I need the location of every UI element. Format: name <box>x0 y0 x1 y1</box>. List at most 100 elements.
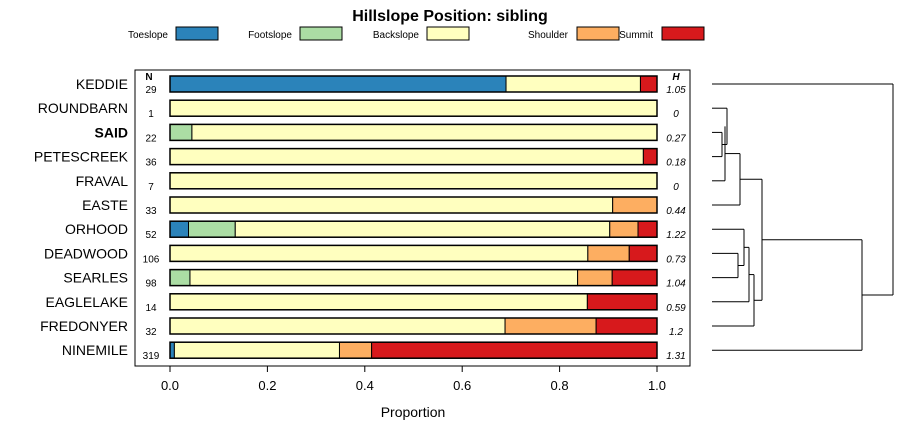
row-n-value: 22 <box>145 133 157 144</box>
bar-outline <box>169 123 658 142</box>
bar-segment-shoulder <box>612 196 658 214</box>
bar-outline <box>169 268 658 287</box>
x-tick-label: 1.0 <box>648 378 666 393</box>
bar-segment-summit <box>628 244 658 262</box>
bar-segment-footslope <box>188 220 236 238</box>
x-axis: 0.0 0.2 0.4 0.6 0.8 1.0 <box>161 366 666 393</box>
row-n-value: 1 <box>148 109 154 120</box>
bar-outline <box>169 147 658 166</box>
row-h-value: 0.73 <box>666 254 686 265</box>
bar-segment-footslope <box>169 269 191 287</box>
bar-rows: KEDDIE 29 1.05 ROUNDBARN 1 0 SAID 22 0.27 PETESCR… <box>34 75 686 362</box>
row-n-value: 14 <box>145 303 157 314</box>
row-n-value: 7 <box>148 182 154 193</box>
bar-segment-backslope <box>169 148 644 166</box>
bar-segment-backslope <box>169 99 658 117</box>
legend-label-toeslope: Toeslope <box>128 30 168 41</box>
dendrogram <box>712 83 894 351</box>
bar-segment-backslope <box>191 123 658 141</box>
bar-segment-shoulder <box>338 341 373 359</box>
row-h-value: 1.22 <box>666 230 686 241</box>
row-label: SAID <box>95 124 128 140</box>
row-roundbarn: ROUNDBARN 1 0 <box>38 99 679 120</box>
row-ninemile: NINEMILE 319 1.31 <box>62 341 686 362</box>
bar-segment-backslope <box>234 220 611 238</box>
row-searles: SEARLES 98 1.04 <box>63 268 686 290</box>
bar-segment-summit <box>642 148 658 166</box>
bar-segment-footslope <box>169 123 193 141</box>
row-label: PETESCREEK <box>34 149 129 165</box>
bar-segment-shoulder <box>504 317 597 335</box>
row-n-value: 33 <box>145 206 157 217</box>
bar-segment-backslope <box>169 196 614 214</box>
row-n-value: 106 <box>143 254 160 265</box>
row-label: ORHOOD <box>65 221 128 237</box>
bar-outline <box>169 293 658 311</box>
bar-segment-summit <box>371 341 658 359</box>
bar-outline <box>169 99 658 117</box>
bar-segment-backslope <box>173 341 340 359</box>
bar-outline <box>169 75 658 93</box>
bar-outline <box>169 341 658 359</box>
row-label: EAGLELAKE <box>46 294 129 310</box>
bar-segment-shoulder <box>587 244 630 262</box>
row-n-value: 29 <box>145 85 157 96</box>
bar-segment-shoulder <box>609 220 639 238</box>
legend: Toeslope Footslope Backslope Shoulder Summit <box>128 26 705 41</box>
row-h-value: 0.27 <box>666 133 686 144</box>
row-label: KEDDIE <box>76 76 128 92</box>
row-h-value: 0.18 <box>666 158 686 169</box>
bar-outline <box>169 196 658 214</box>
legend-label-summit: Summit <box>619 30 653 41</box>
x-tick-label: 0.4 <box>356 378 374 393</box>
legend-swatch-toeslope <box>175 26 219 41</box>
bar-segment-summit <box>637 220 658 238</box>
row-h-value: 1.05 <box>666 85 686 96</box>
row-h-value: 1.04 <box>666 279 686 290</box>
row-h-value: 1.31 <box>666 351 685 362</box>
x-tick-label: 0.0 <box>161 378 179 393</box>
row-said: SAID 22 0.27 <box>95 123 686 144</box>
bar-segment-summit <box>639 75 658 93</box>
x-tick-label: 0.8 <box>551 378 569 393</box>
bar-segment-toeslope <box>169 220 190 238</box>
row-fredonyer: FREDONYER 32 1.2 <box>40 317 683 338</box>
legend-swatch-shoulder <box>576 26 620 41</box>
legend-label-shoulder: Shoulder <box>528 30 569 41</box>
row-h-value: 0.44 <box>666 206 686 217</box>
x-tick-label: 0.6 <box>453 378 471 393</box>
x-tick-label: 0.2 <box>258 378 276 393</box>
bar-segment-toeslope <box>169 75 507 93</box>
row-easte: EASTE 33 0.44 <box>82 196 686 217</box>
bar-segment-backslope <box>169 244 589 262</box>
row-label: FREDONYER <box>40 318 128 334</box>
row-h-value: 0 <box>673 182 679 193</box>
chart-title: Hillslope Position: sibling <box>352 8 548 25</box>
bar-segment-summit <box>586 293 658 311</box>
bar-segment-backslope <box>169 293 588 311</box>
legend-swatch-footslope <box>299 26 343 41</box>
legend-swatch-backslope <box>426 26 470 41</box>
row-label: ROUNDBARN <box>38 100 128 116</box>
bar-segment-summit <box>611 269 658 287</box>
legend-label-footslope: Footslope <box>248 30 292 41</box>
row-orhood: ORHOOD 52 1.22 <box>65 220 686 241</box>
row-petescreek: PETESCREEK 36 0.18 <box>34 147 686 169</box>
row-n-value: 319 <box>143 351 160 362</box>
legend-swatch-summit <box>661 26 705 41</box>
bar-outline <box>169 220 658 238</box>
row-deadwood: DEADWOOD 106 0.73 <box>44 244 686 265</box>
row-n-value: 98 <box>145 279 157 290</box>
row-n-value: 52 <box>145 230 157 241</box>
row-n-value: 32 <box>145 327 157 338</box>
row-h-value: 1.2 <box>669 327 683 338</box>
row-h-value: 0.59 <box>666 303 686 314</box>
row-label: EASTE <box>82 197 128 213</box>
row-label: FRAVAL <box>76 173 129 189</box>
bar-segment-summit <box>595 317 658 335</box>
bar-segment-shoulder <box>577 269 613 287</box>
bar-segment-backslope <box>189 269 579 287</box>
row-n-value: 36 <box>145 158 157 169</box>
h-column-header: H <box>672 72 680 83</box>
